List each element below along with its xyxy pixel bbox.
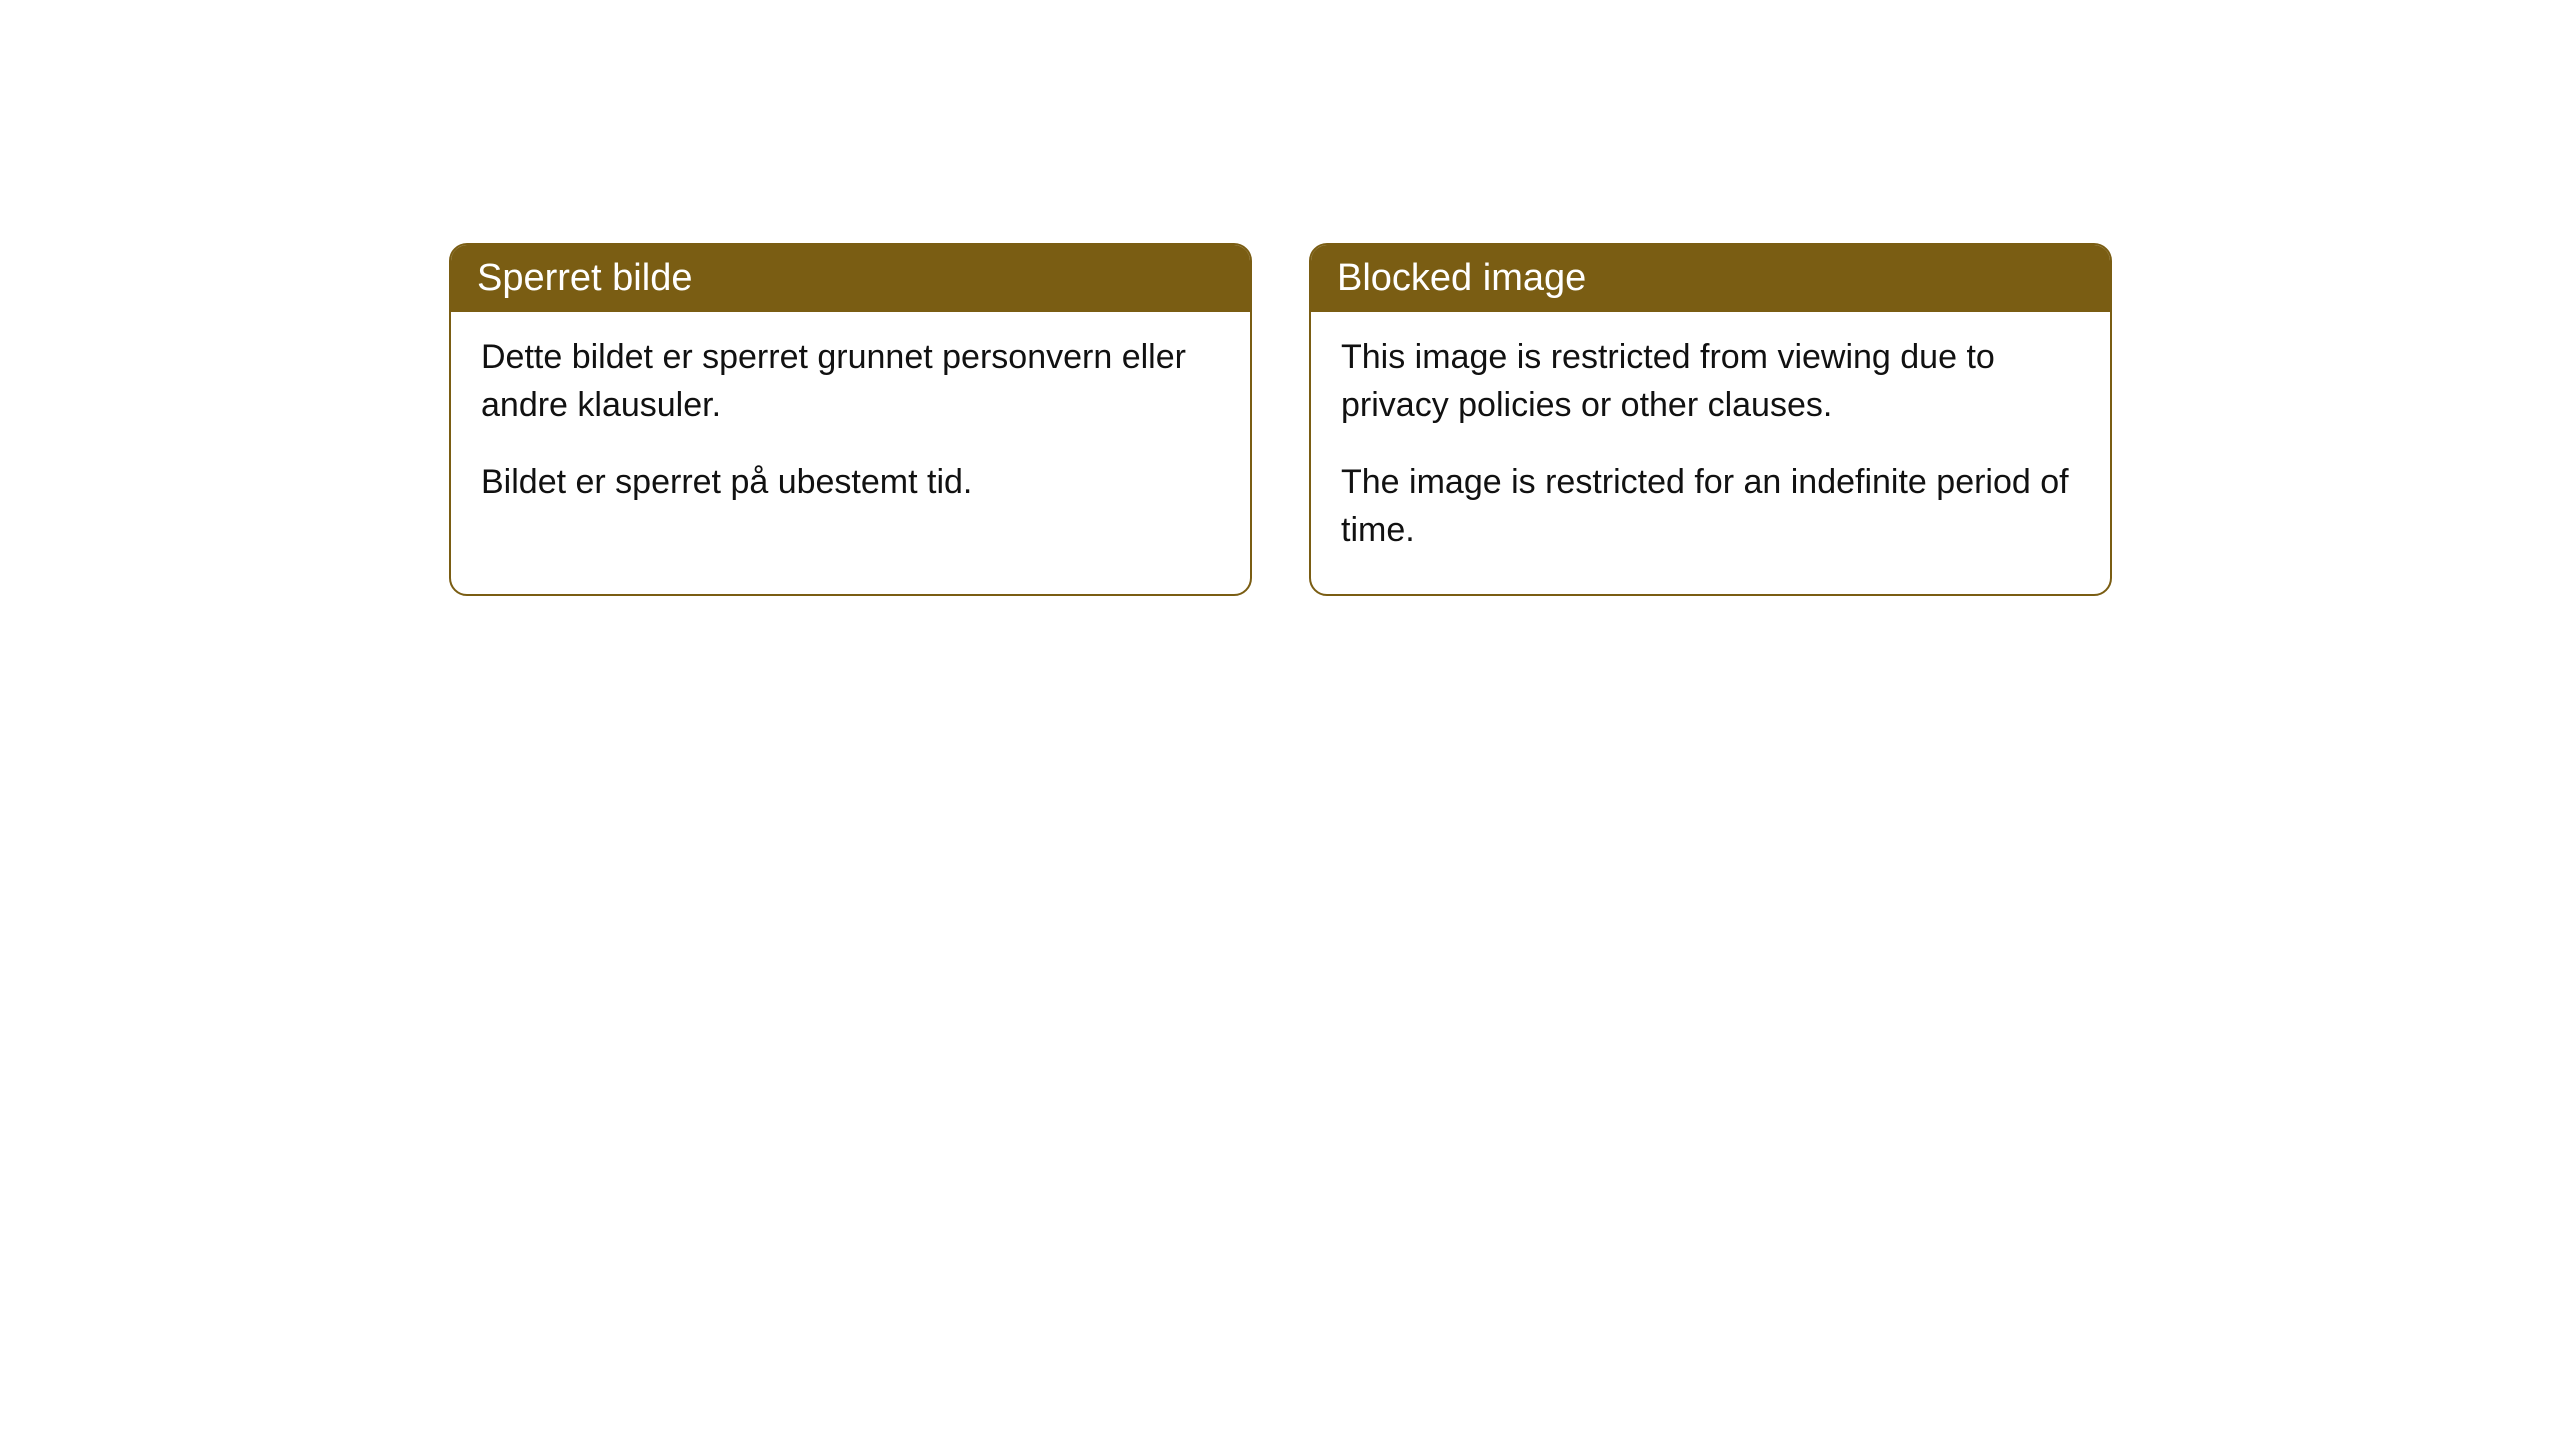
card-body: This image is restricted from viewing du…: [1311, 312, 2110, 594]
card-title: Blocked image: [1337, 257, 1586, 299]
card-paragraph: The image is restricted for an indefinit…: [1341, 459, 2080, 554]
notice-cards-container: Sperret bilde Dette bildet er sperret gr…: [449, 243, 2112, 596]
card-body: Dette bildet er sperret grunnet personve…: [451, 312, 1250, 547]
card-header: Sperret bilde: [451, 245, 1250, 312]
card-paragraph: Bildet er sperret på ubestemt tid.: [481, 459, 1220, 507]
notice-card-norwegian: Sperret bilde Dette bildet er sperret gr…: [449, 243, 1252, 596]
card-paragraph: Dette bildet er sperret grunnet personve…: [481, 334, 1220, 429]
card-title: Sperret bilde: [477, 257, 692, 299]
notice-card-english: Blocked image This image is restricted f…: [1309, 243, 2112, 596]
card-paragraph: This image is restricted from viewing du…: [1341, 334, 2080, 429]
card-header: Blocked image: [1311, 245, 2110, 312]
